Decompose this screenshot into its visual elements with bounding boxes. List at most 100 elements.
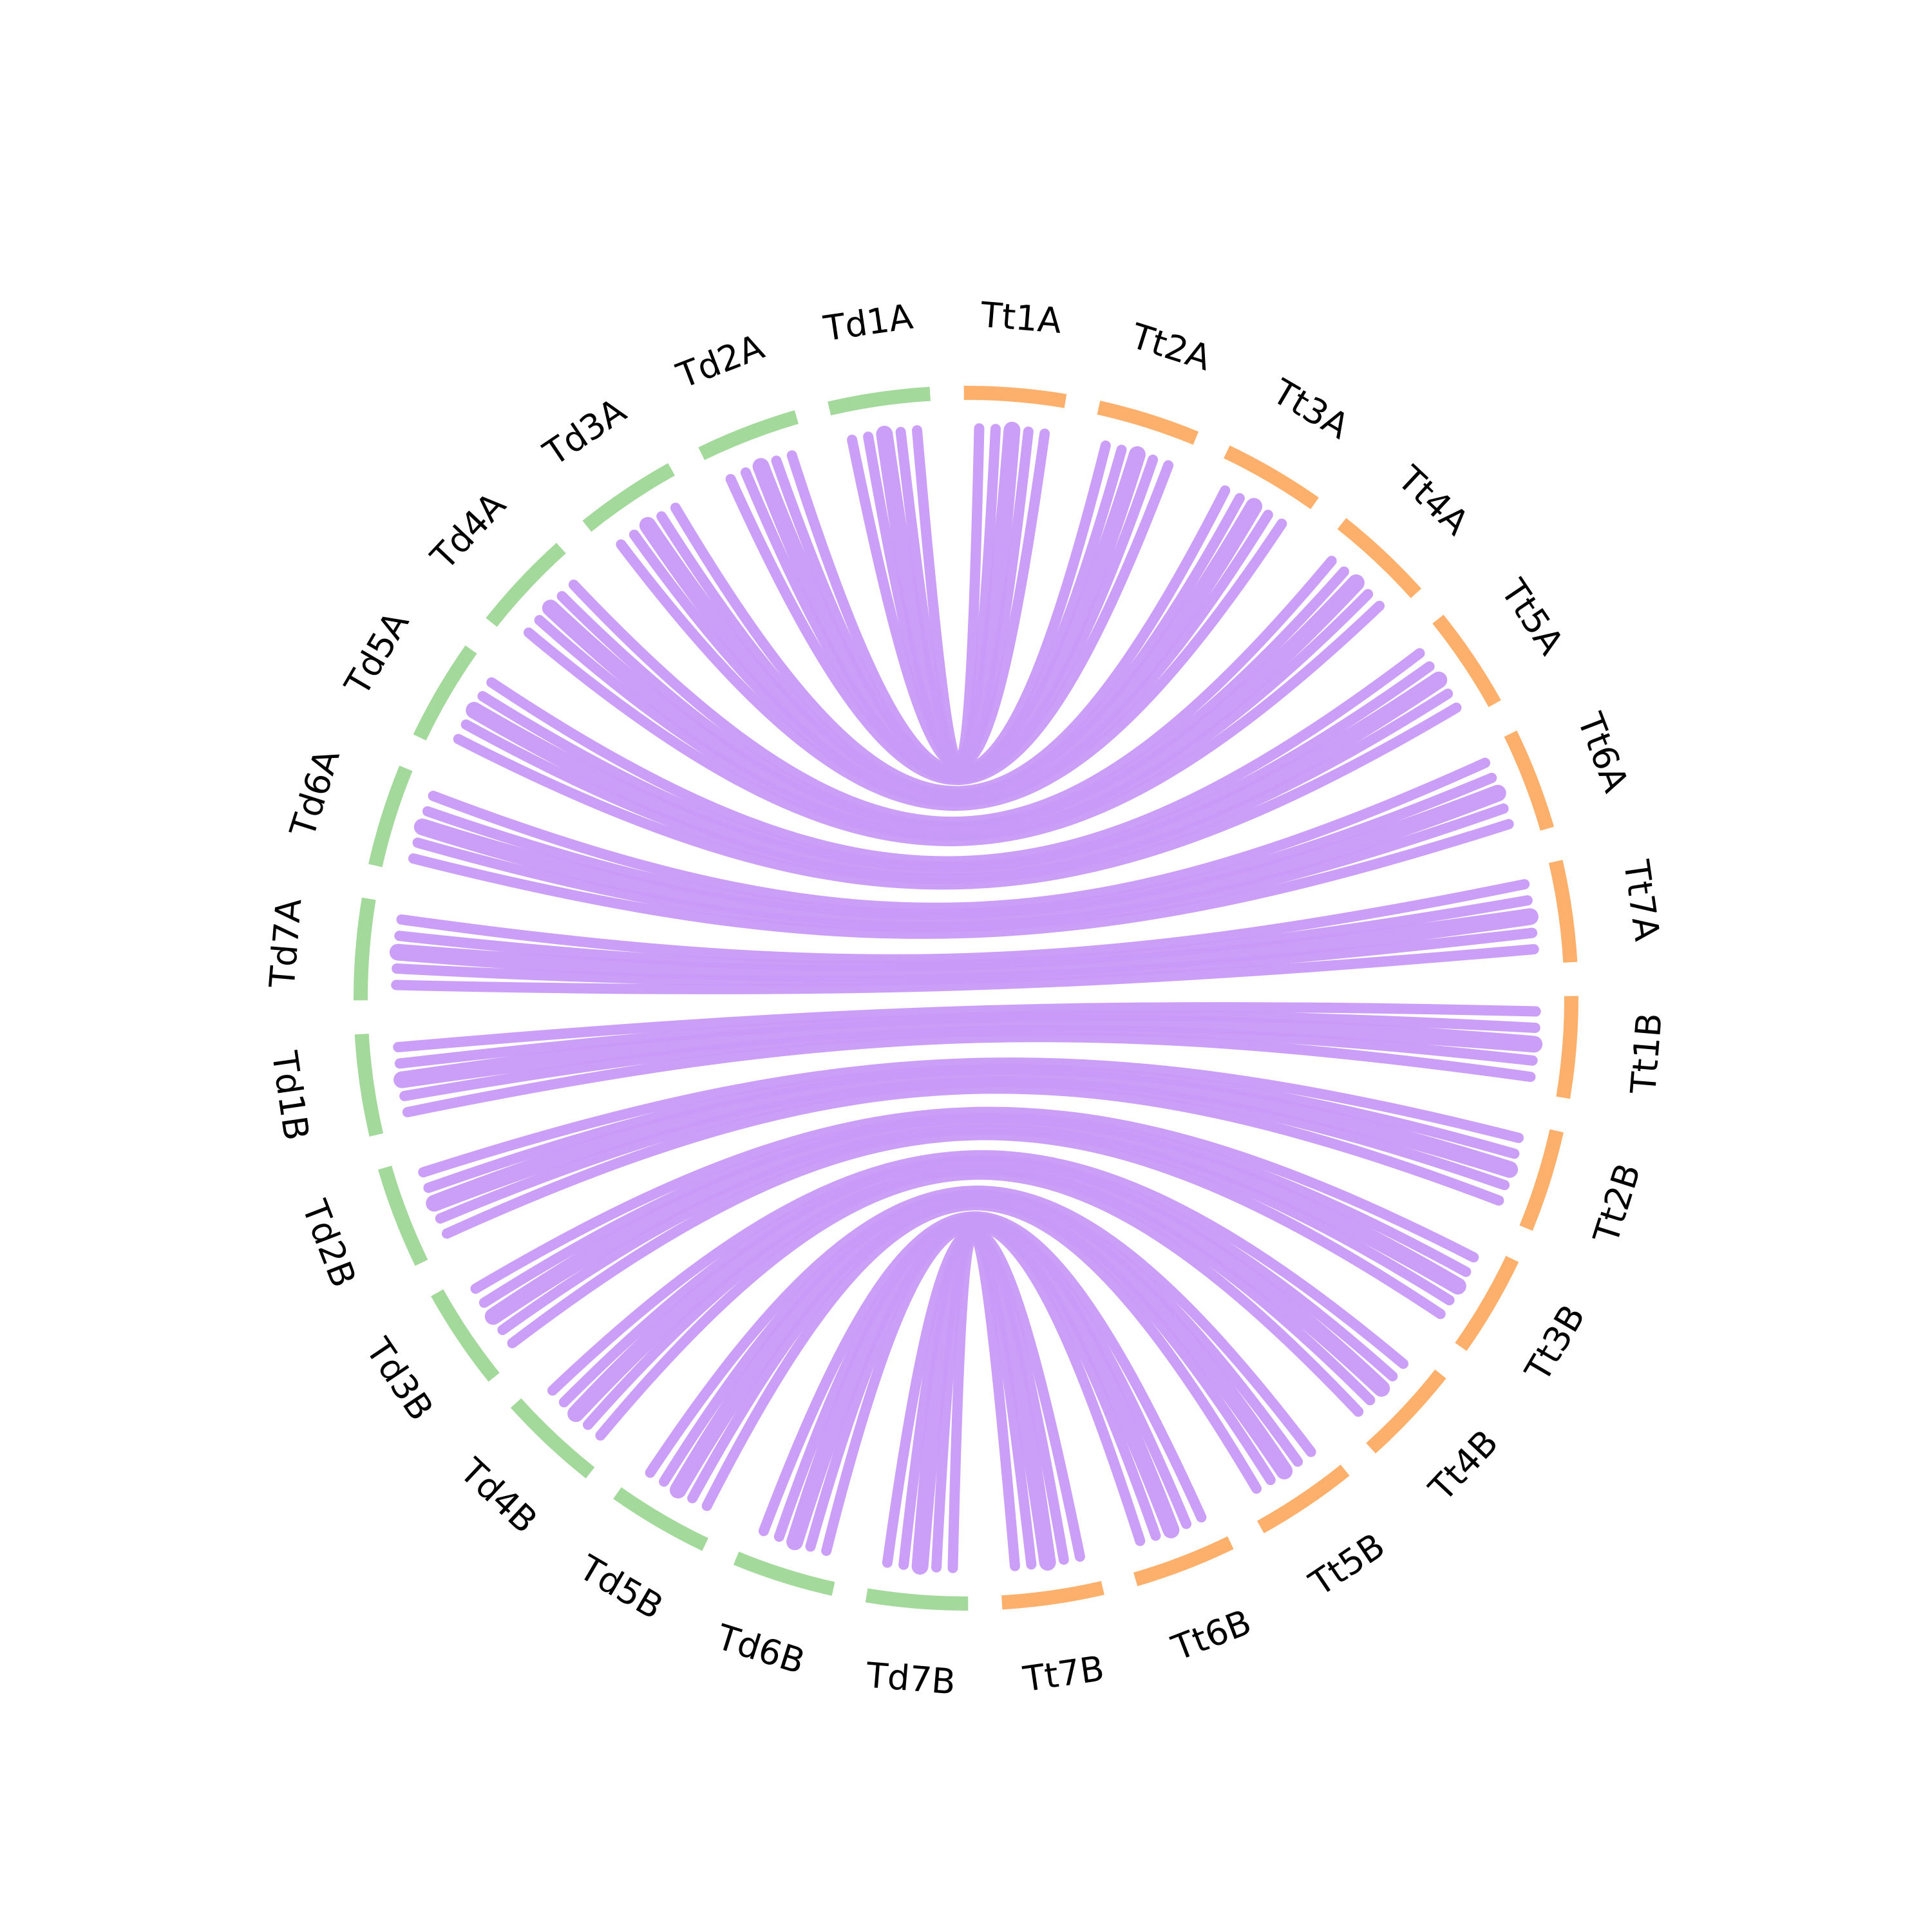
- chromosome-label-td1b: Td1B: [264, 1048, 317, 1143]
- chromosome-label-td2b: Td2B: [294, 1194, 364, 1293]
- link-td2b-tt2b: [418, 1057, 1524, 1239]
- link-td3b-tt3b: [470, 1106, 1479, 1349]
- link-strand: [402, 1032, 1536, 1117]
- link-strand: [396, 879, 1530, 965]
- chromosome-label-tt2a: Tt2A: [1126, 316, 1216, 379]
- link-strand: [441, 1083, 1504, 1239]
- link-strand: [507, 1130, 1446, 1349]
- link-strand: [423, 1064, 1520, 1193]
- link-strand: [670, 485, 1231, 797]
- chromosome-arc-td2b: [378, 1166, 428, 1266]
- chromosome-arc-tt4a: [1337, 518, 1422, 598]
- chromosome-label-tt5b: Tt5B: [1302, 1525, 1392, 1604]
- chromosome-arc-td4b: [510, 1398, 595, 1479]
- link-td1b-tt1b: [393, 1002, 1543, 1117]
- link-td4b-tt4b: [547, 1150, 1408, 1441]
- link-strand: [389, 908, 1539, 982]
- chromosome-arc-td3a: [582, 463, 675, 532]
- chromosome-label-td6a: Td6A: [282, 744, 348, 842]
- link-strand: [547, 1150, 1408, 1396]
- links-layer: [389, 421, 1543, 1575]
- chromosome-arc-tt7a: [1548, 860, 1578, 963]
- chromosome-label-td5a: Td5A: [337, 605, 417, 703]
- chromosome-label-td5b: Td5B: [572, 1547, 670, 1627]
- chromosome-label-tt5a: Tt5A: [1493, 572, 1572, 662]
- link-strand: [484, 1115, 1466, 1325]
- chromosome-arc-tt1b: [1556, 996, 1578, 1099]
- link-strand: [453, 702, 1462, 890]
- chromosome-label-tt3a: Tt3A: [1265, 371, 1356, 447]
- chromosome-label-tt2b: Tt2B: [1586, 1159, 1649, 1249]
- link-td3a-tt3a: [616, 485, 1287, 811]
- chromosome-arc-tt1a: [963, 386, 1067, 408]
- chromosome-label-td3a: Td3A: [536, 390, 633, 474]
- chromosome-arc-td6a: [368, 765, 413, 867]
- chromosome-label-tt4a: Tt4A: [1390, 458, 1477, 544]
- link-strand: [408, 819, 1514, 939]
- chromosome-arc-td1a: [828, 386, 931, 416]
- chromosome-label-tt7b: Tt7B: [1020, 1648, 1106, 1700]
- link-td6a-tt6a: [408, 757, 1514, 939]
- chromosome-label-tt1a: Tt1A: [978, 294, 1063, 341]
- link-strand: [391, 944, 1539, 994]
- chromosome-arc-td7b: [865, 1588, 969, 1611]
- chromosome-label-tt3b: Tt3B: [1517, 1298, 1593, 1388]
- chromosome-arcs-layer: [354, 386, 1578, 1611]
- chromosome-arc-tt2b: [1519, 1129, 1564, 1231]
- chromosome-arc-tt6b: [1133, 1536, 1234, 1586]
- link-strand: [422, 772, 1497, 920]
- link-strand: [786, 440, 1111, 776]
- link-strand: [394, 1010, 1540, 1069]
- chromosome-label-tt6a: Tt6A: [1569, 707, 1636, 798]
- chromosome-arc-td5b: [613, 1487, 708, 1551]
- link-strand: [558, 1155, 1398, 1408]
- chromosome-arc-tt3a: [1224, 445, 1319, 509]
- chromosome-arc-td1b: [354, 1034, 384, 1137]
- link-td7a-tt7a: [389, 879, 1539, 994]
- chromosome-arc-td5a: [413, 645, 477, 741]
- chromosome-arc-td2a: [698, 410, 799, 460]
- chromosome-label-td6b: Td6B: [712, 1616, 810, 1682]
- chromosome-label-td4b: Td4B: [452, 1450, 545, 1542]
- chromosome-arc-td3b: [431, 1289, 500, 1382]
- chromosome-arc-tt5b: [1257, 1464, 1350, 1533]
- link-td4a-tt4a: [524, 556, 1385, 847]
- chromosome-arc-td6b: [733, 1551, 835, 1596]
- chromosome-label-td2a: Td2A: [671, 327, 770, 397]
- chromosome-arc-tt3b: [1455, 1256, 1519, 1351]
- chromosome-label-tt1b: Tt1B: [1623, 1011, 1670, 1095]
- link-strand: [477, 661, 1435, 873]
- chromosome-label-tt4b: Tt4B: [1421, 1422, 1506, 1509]
- chromosome-label-tt7a: Tt7A: [1616, 857, 1667, 943]
- chromosome-arc-tt7b: [1001, 1580, 1104, 1610]
- link-td1a-tt1a: [847, 421, 1050, 772]
- chromosome-label-td1a: Td1A: [820, 296, 915, 349]
- link-strand: [418, 1057, 1524, 1178]
- link-strand: [470, 1106, 1479, 1294]
- link-strand: [912, 423, 985, 768]
- link-strand: [428, 757, 1491, 913]
- chromosome-arc-tt4b: [1366, 1369, 1446, 1454]
- link-strand: [486, 648, 1425, 867]
- link-td5b-tt5b: [645, 1185, 1316, 1511]
- link-td7b-tt7b: [882, 1225, 1085, 1575]
- chromosome-label-td7b: Td7B: [864, 1654, 957, 1702]
- chromosome-label-td3b: Td3B: [357, 1331, 441, 1428]
- link-strand: [393, 1002, 1541, 1052]
- link-strand: [758, 1211, 1207, 1537]
- link-td2a-tt2a: [725, 440, 1174, 786]
- link-td5a-tt5a: [453, 648, 1462, 890]
- link-strand: [426, 1067, 1519, 1212]
- chromosome-label-td4a: Td4A: [422, 484, 514, 578]
- chromosome-arc-td4a: [486, 542, 566, 627]
- link-strand: [466, 671, 1448, 882]
- chromosome-label-td7a: Td7A: [261, 897, 309, 990]
- link-strand: [413, 784, 1506, 929]
- link-strand: [394, 895, 1533, 972]
- link-strand: [882, 1226, 1085, 1568]
- chromosome-arc-tt6a: [1504, 730, 1554, 831]
- link-strand: [393, 1014, 1543, 1088]
- link-strand: [645, 1185, 1316, 1478]
